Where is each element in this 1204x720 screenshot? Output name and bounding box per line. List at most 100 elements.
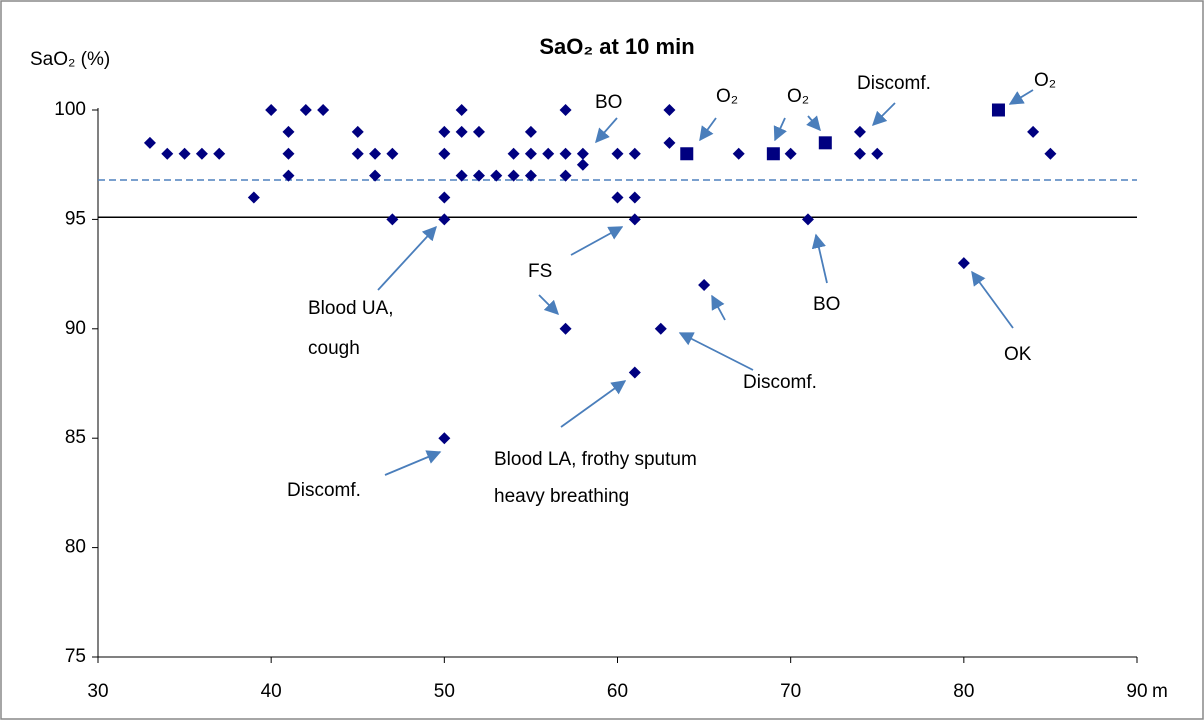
diamond-point bbox=[317, 104, 330, 116]
annotation-arrow bbox=[811, 233, 828, 284]
annotation-text: cough bbox=[308, 338, 360, 359]
annotation-text: Discomf. bbox=[743, 372, 817, 393]
y-tick-label: 95 bbox=[65, 208, 86, 229]
diamond-point bbox=[784, 147, 797, 160]
annotation-text: O₂ bbox=[1034, 70, 1056, 91]
square-point bbox=[766, 147, 780, 161]
diamond-point bbox=[438, 432, 451, 445]
diamond-point bbox=[438, 147, 451, 160]
annotation-text: Discomf. bbox=[287, 480, 361, 501]
chart-title: SaO₂ at 10 min bbox=[539, 34, 694, 59]
diamond-point bbox=[559, 147, 572, 160]
diamond-point bbox=[299, 104, 312, 116]
diamond-point bbox=[957, 257, 970, 270]
diamond-point bbox=[369, 147, 382, 160]
diamond-point bbox=[663, 104, 676, 116]
diamond-point bbox=[472, 169, 485, 182]
diamond-point bbox=[853, 125, 866, 138]
diamond-point bbox=[455, 125, 468, 138]
annotation-arrow bbox=[538, 294, 560, 316]
annotation-arrow bbox=[570, 226, 624, 256]
annotation-text: Blood UA, bbox=[308, 298, 394, 319]
x-tick-label: 30 bbox=[87, 681, 108, 702]
diamond-point bbox=[853, 147, 866, 160]
diamond-point bbox=[628, 213, 641, 226]
annotation-text: O₂ bbox=[787, 86, 809, 107]
diamond-point bbox=[490, 169, 503, 182]
annotation-arrow bbox=[595, 117, 618, 144]
diamond-point bbox=[871, 147, 884, 160]
diamond-point bbox=[386, 147, 399, 160]
x-tick-label: 50 bbox=[434, 681, 455, 702]
y-tick-label: 75 bbox=[65, 646, 86, 667]
annotation-arrow bbox=[678, 332, 754, 371]
x-tick-label: 70 bbox=[780, 681, 801, 702]
diamond-point bbox=[801, 213, 814, 226]
x-tick-label: 40 bbox=[261, 681, 282, 702]
x-tick-label: 90 bbox=[1126, 681, 1147, 702]
annotation-text: BO bbox=[813, 294, 840, 315]
diamond-point bbox=[628, 366, 641, 379]
x-tick-label: 80 bbox=[953, 681, 974, 702]
diamond-point bbox=[524, 169, 537, 182]
y-tick-label: 80 bbox=[65, 537, 86, 558]
square-point bbox=[680, 147, 694, 161]
diamond-point bbox=[438, 213, 451, 226]
annotation-arrow bbox=[560, 380, 627, 428]
diamond-point bbox=[265, 104, 278, 116]
annotation-text: OK bbox=[1004, 344, 1032, 365]
diamond-point bbox=[472, 125, 485, 138]
diamond-point bbox=[438, 125, 451, 138]
diamond-point bbox=[732, 147, 745, 160]
annotation-text: O₂ bbox=[716, 86, 738, 107]
annotation-text: Discomf. bbox=[857, 73, 931, 94]
annotation-arrow bbox=[699, 117, 717, 142]
diamond-point bbox=[524, 125, 537, 138]
square-point bbox=[991, 103, 1005, 117]
annotation-arrow bbox=[773, 117, 787, 142]
diamond-point bbox=[1027, 125, 1040, 138]
diamond-point bbox=[698, 279, 711, 292]
square-point bbox=[818, 136, 832, 150]
diamond-point bbox=[663, 136, 676, 149]
diamond-point bbox=[195, 147, 208, 160]
diamond-point bbox=[351, 147, 364, 160]
diamond-point bbox=[628, 147, 641, 160]
diamond-point bbox=[455, 169, 468, 182]
annotation-arrow bbox=[971, 270, 1014, 329]
annotation-text: BO bbox=[595, 92, 622, 113]
diamond-point bbox=[654, 322, 667, 335]
y-tick-label: 100 bbox=[54, 99, 86, 120]
diamond-point bbox=[282, 147, 295, 160]
x-tick-label: 60 bbox=[607, 681, 628, 702]
annotation-text: heavy breathing bbox=[494, 486, 629, 507]
diamond-point bbox=[542, 147, 555, 160]
diamond-point bbox=[628, 191, 641, 204]
diamond-point bbox=[161, 147, 174, 160]
diamond-point bbox=[559, 104, 572, 116]
diamond-point bbox=[524, 147, 537, 160]
annotation-arrow bbox=[871, 102, 896, 127]
y-tick-label: 90 bbox=[65, 318, 86, 339]
diamond-point bbox=[611, 191, 624, 204]
annotation-text: FS bbox=[528, 261, 552, 282]
annotation-arrow bbox=[384, 450, 442, 476]
diamond-point bbox=[576, 147, 589, 160]
diamond-point bbox=[559, 322, 572, 335]
diamond-point bbox=[369, 169, 382, 182]
diamond-point bbox=[351, 125, 364, 138]
diamond-point bbox=[178, 147, 191, 160]
diamond-point bbox=[247, 191, 260, 204]
y-tick-label: 85 bbox=[65, 427, 86, 448]
annotation-arrow bbox=[806, 115, 821, 132]
diamond-point bbox=[559, 169, 572, 182]
annotation-arrow bbox=[377, 225, 437, 291]
diamond-point bbox=[438, 191, 451, 204]
diamond-point bbox=[143, 136, 156, 149]
diamond-point bbox=[507, 147, 520, 160]
annotation-arrow bbox=[1008, 89, 1034, 105]
diamond-point bbox=[507, 169, 520, 182]
diamond-point bbox=[611, 147, 624, 160]
diamond-point bbox=[282, 169, 295, 182]
